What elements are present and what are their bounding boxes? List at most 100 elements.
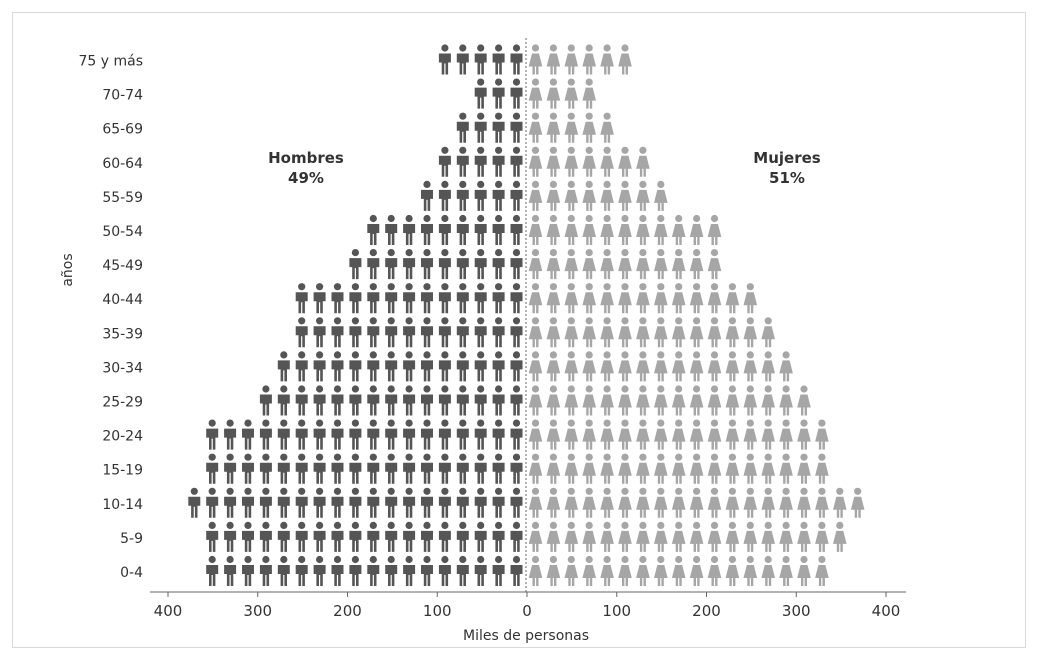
female-person-icon (689, 521, 704, 552)
male-person-icon (313, 351, 326, 382)
female-person-icon (689, 317, 704, 348)
male-person-icon (277, 521, 290, 552)
female-person-icon (528, 78, 543, 109)
female-person-icon (671, 249, 686, 280)
male-person-icon (474, 351, 487, 382)
male-person-icon (492, 180, 505, 211)
male-person-icon (403, 487, 416, 518)
female-person-icon (546, 385, 561, 416)
y-tick-label: 25-29 (102, 395, 143, 411)
female-person-icon (600, 521, 614, 552)
bar-hombres-45-49 (349, 249, 523, 280)
male-person-icon (510, 555, 523, 586)
female-person-icon (564, 385, 579, 416)
female-person-icon (671, 453, 686, 484)
male-person-icon (313, 521, 326, 552)
male-person-icon (403, 249, 416, 280)
bar-hombres-10-14 (188, 487, 523, 518)
female-person-icon (689, 555, 704, 586)
male-person-icon (510, 146, 523, 177)
male-person-icon (421, 249, 433, 280)
male-person-icon (492, 283, 505, 314)
female-person-icon (654, 487, 668, 518)
male-person-icon (474, 555, 487, 586)
female-person-icon (833, 487, 847, 518)
female-person-icon (654, 180, 668, 211)
male-person-icon (295, 555, 308, 586)
female-person-icon (707, 283, 722, 314)
male-person-icon (367, 521, 380, 552)
male-person-icon (438, 351, 451, 382)
x-tick-label: 400 (154, 602, 183, 620)
male-person-icon (403, 521, 416, 552)
x-tick-label: 0 (522, 602, 532, 620)
icons-layer (188, 44, 865, 586)
y-tick-label: 15-19 (102, 463, 143, 479)
female-person-icon (582, 555, 596, 586)
male-person-icon (474, 146, 487, 177)
male-person-icon (331, 521, 344, 552)
female-person-icon (689, 351, 704, 382)
female-person-icon (600, 112, 614, 143)
male-person-icon (295, 283, 308, 314)
male-person-icon (259, 521, 272, 552)
male-person-icon (331, 555, 344, 586)
male-person-icon (456, 351, 469, 382)
female-person-icon (725, 419, 740, 450)
female-person-icon (707, 487, 722, 518)
female-person-icon (689, 214, 704, 245)
female-person-icon (564, 283, 579, 314)
male-person-icon (510, 283, 523, 314)
female-person-icon (600, 317, 614, 348)
x-tick-label: 200 (692, 602, 721, 620)
female-person-icon (600, 283, 614, 314)
female-person-icon (564, 146, 579, 177)
female-person-icon (636, 146, 650, 177)
female-person-icon (546, 249, 561, 280)
male-person-icon (385, 214, 398, 245)
female-person-icon (671, 214, 686, 245)
male-person-icon (242, 419, 254, 450)
y-tick-label: 65-69 (102, 122, 143, 138)
male-person-icon (474, 180, 487, 211)
female-person-icon (564, 214, 579, 245)
female-person-icon (600, 180, 614, 211)
male-person-icon (295, 351, 308, 382)
bar-mujeres-55-59 (528, 180, 668, 211)
male-person-icon (242, 521, 254, 552)
male-person-icon (331, 487, 344, 518)
male-person-icon (438, 146, 451, 177)
female-person-icon (654, 555, 668, 586)
female-person-icon (797, 521, 811, 552)
female-person-icon (671, 385, 686, 416)
male-person-icon (385, 487, 398, 518)
male-person-icon (206, 521, 219, 552)
male-person-icon (492, 317, 505, 348)
male-person-icon (295, 453, 308, 484)
female-person-icon (528, 317, 543, 348)
female-person-icon (743, 351, 758, 382)
female-person-icon (654, 453, 668, 484)
y-tick-label: 55-59 (102, 190, 143, 206)
female-person-icon (797, 487, 811, 518)
female-person-icon (671, 555, 686, 586)
male-person-icon (492, 44, 505, 75)
mujeres-pct: 51% (769, 169, 805, 187)
male-person-icon (385, 419, 398, 450)
female-person-icon (654, 214, 668, 245)
female-person-icon (546, 214, 561, 245)
x-axis-title: Miles de personas (463, 628, 589, 644)
female-person-icon (654, 351, 668, 382)
male-person-icon (510, 249, 523, 280)
male-person-icon (349, 385, 362, 416)
female-person-icon (564, 180, 579, 211)
male-person-icon (349, 555, 362, 586)
female-person-icon (618, 385, 632, 416)
male-person-icon (438, 249, 451, 280)
male-person-icon (242, 453, 254, 484)
female-person-icon (689, 487, 704, 518)
male-person-icon (224, 419, 237, 450)
female-person-icon (582, 453, 596, 484)
bar-hombres-65-69 (456, 112, 523, 143)
female-person-icon (546, 317, 561, 348)
